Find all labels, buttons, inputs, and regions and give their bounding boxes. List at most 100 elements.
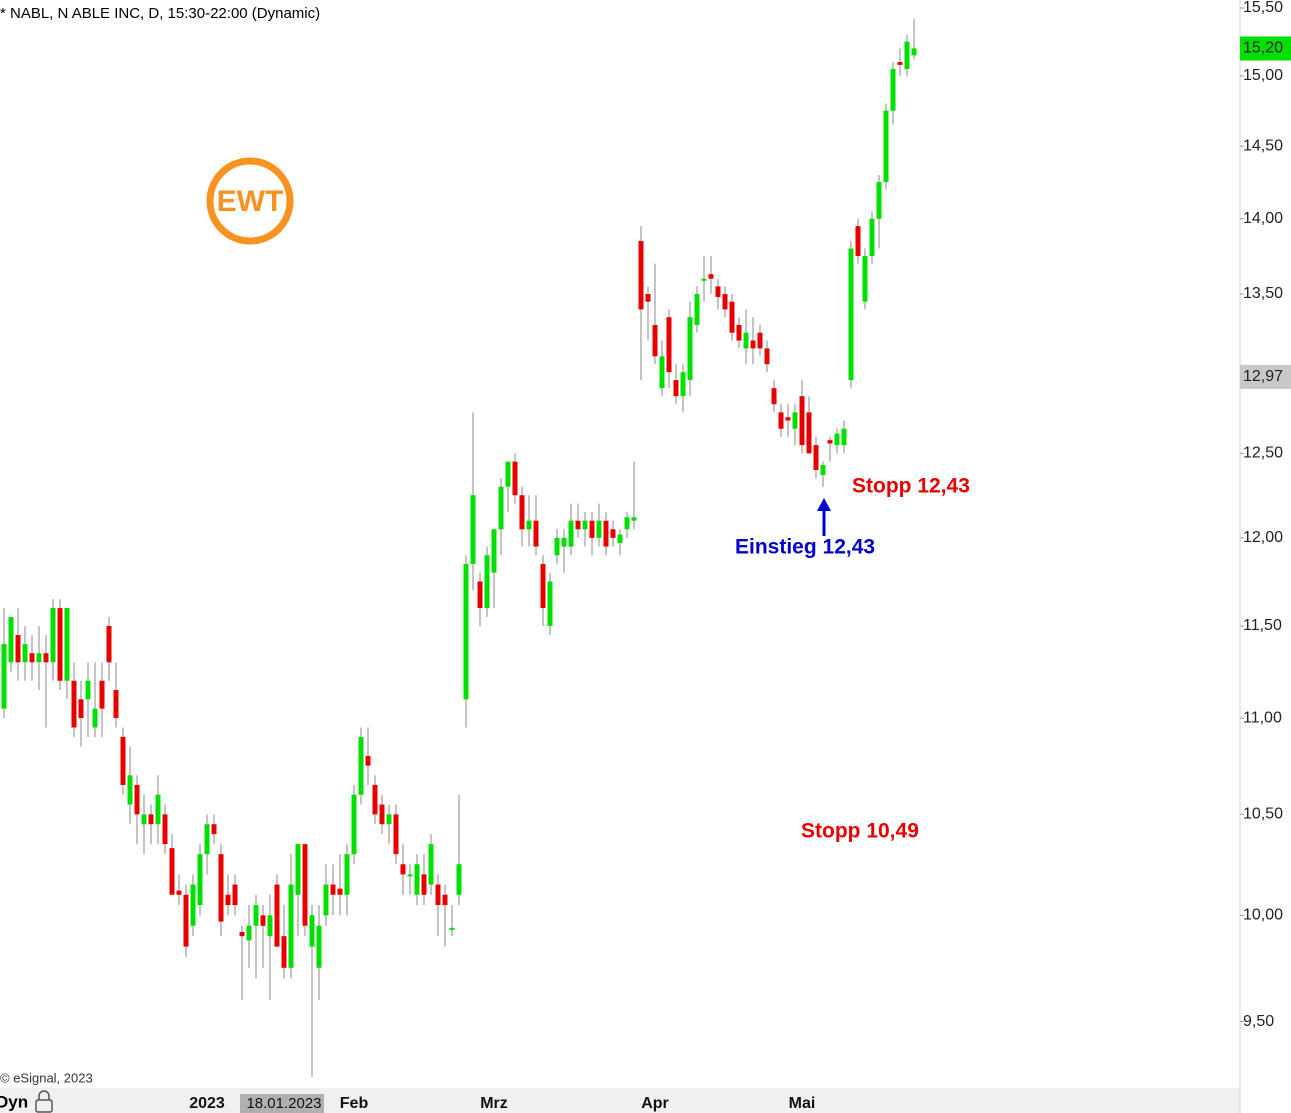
candle-body [141,814,147,825]
candle-body [813,445,819,470]
candle-body [673,380,679,397]
candle-body [421,874,427,895]
candle-body [456,864,462,895]
candle-body [435,884,441,906]
candle-body [1,644,7,709]
candle-body [218,854,224,922]
candle-body [624,517,630,530]
candle-body [883,110,889,183]
mode-label[interactable]: Dyn [0,1092,28,1111]
candle-body [701,278,707,281]
candle-body [22,644,28,663]
y-tick-label: 14,00 [1243,210,1283,227]
y-tick-label: 9,50 [1243,1013,1274,1030]
candle-body [386,814,392,825]
candle-body [183,894,189,947]
candle-body [533,520,539,547]
price-marker-label: 15,20 [1243,40,1283,57]
candle-body [722,294,728,310]
candle-body [491,529,497,573]
candle-body [344,854,350,895]
candle-body [358,736,364,795]
candle-body [806,412,812,454]
candle-body [484,555,490,609]
candle-body [729,301,735,333]
candle-body [64,608,70,681]
candle-body [547,581,553,627]
candle-body [260,915,266,926]
candle-body [575,520,581,530]
candle-body [106,626,112,663]
candle-body [659,356,665,389]
candle-body [645,294,651,302]
candle-body [911,48,917,56]
candle-body [750,340,756,349]
candle-body [498,486,504,530]
logo-text: EWT [217,185,284,218]
time-axis-bar [0,1088,1240,1113]
candle-body [869,218,875,257]
y-tick-label: 11,50 [1243,617,1282,634]
candle-body [610,529,616,538]
price-marker-label: 12,97 [1243,368,1283,385]
candle-body [113,689,119,719]
candle-body [603,520,609,547]
x-tick-label: Apr [641,1095,669,1112]
y-tick-label: 12,00 [1243,529,1283,546]
candle-body [400,864,406,875]
candle-body [267,915,273,937]
x-tick-label: Feb [340,1095,369,1112]
candle-body [820,464,826,476]
candle-body [120,736,126,785]
candle-body [694,294,700,325]
candle-body [393,814,399,855]
candle-body [281,936,287,968]
candle-body [127,775,133,805]
x-tick-label: 18.01.2023 [246,1095,321,1112]
price-marker [1240,364,1291,389]
candle-body [736,324,742,341]
candle-body [316,925,322,968]
candle-body [428,844,434,885]
candle-body [148,814,154,825]
y-tick-label: 15,00 [1243,67,1283,84]
candle-body [274,884,280,947]
candle-body [253,905,259,926]
candle-body [568,520,574,547]
annotation: Einstieg 12,43 [735,536,875,559]
candle-body [225,894,231,906]
y-tick-label: 10,00 [1243,907,1283,924]
candle-body [15,635,21,663]
candle-body [526,520,532,530]
lock-icon[interactable] [35,1090,53,1113]
candle-body [365,756,371,766]
candle-body [708,274,714,279]
candle-body [631,517,637,521]
candle-body [561,537,567,547]
candle-body [71,680,77,728]
y-tick-label: 15,50 [1243,0,1283,16]
candle-body [162,814,168,845]
candle-body [442,894,448,906]
candle-body [652,324,658,357]
cursor-date-bg [240,1094,324,1113]
candle-body [617,534,623,544]
candle-body [197,854,203,906]
candle-body [687,317,693,381]
annotation: Stopp 10,49 [801,820,919,843]
candle-body [99,680,105,709]
candle-body [78,699,84,719]
candle-body [288,884,294,968]
candle-body [239,931,245,937]
copyright: © eSignal, 2023 [0,1070,93,1085]
chart-title: * NABL, N ABLE INC, D, 15:30-22:00 (Dyna… [0,5,320,22]
candle-body [554,537,560,556]
candle-body [302,844,308,926]
candle-body [351,794,357,855]
candle-body [904,41,910,69]
x-tick-label: 2023 [189,1095,225,1112]
candle-body [764,348,770,365]
y-tick-label: 14,50 [1243,137,1283,154]
